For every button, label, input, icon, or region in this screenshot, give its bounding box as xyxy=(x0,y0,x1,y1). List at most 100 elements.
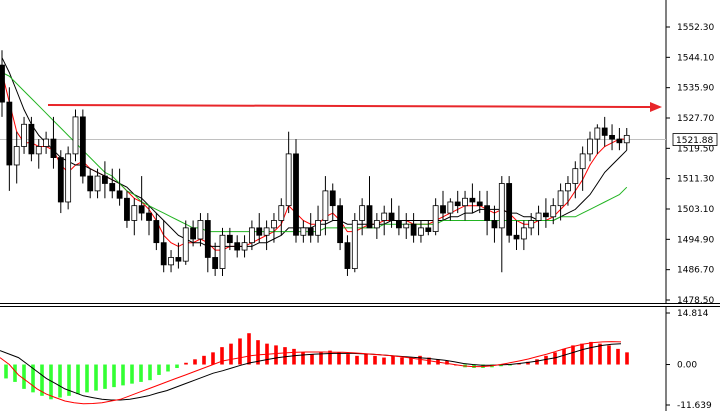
candle-body xyxy=(587,138,593,155)
candlesticks xyxy=(0,50,630,276)
histogram-bar xyxy=(67,364,71,396)
candle-body xyxy=(241,242,248,251)
candle xyxy=(175,242,182,269)
histogram-bar xyxy=(103,364,107,389)
histogram-bar xyxy=(76,364,80,395)
price-tick-label: 1552.30 xyxy=(677,23,714,33)
candle-body xyxy=(79,116,86,177)
candle-body xyxy=(454,201,461,207)
histogram-bar xyxy=(238,338,242,365)
histogram-bar xyxy=(301,352,305,365)
candle xyxy=(366,176,373,229)
candle-body xyxy=(366,205,373,229)
histogram-bar xyxy=(148,364,152,381)
indicator-axis-ticks: 14.814 0.00 -11.639 xyxy=(666,309,712,411)
candle xyxy=(168,250,174,273)
indicator-line-black xyxy=(0,343,622,401)
candle xyxy=(226,227,233,251)
price-tick-label: 1535.90 xyxy=(677,84,714,94)
price-tick-label: 1519.50 xyxy=(677,144,714,154)
candle xyxy=(293,139,299,243)
candle-body xyxy=(359,205,366,221)
histogram-bar xyxy=(22,364,26,389)
candle-body xyxy=(513,234,520,240)
histogram-bar xyxy=(130,364,134,384)
candle-body xyxy=(403,223,410,229)
candle xyxy=(543,198,549,228)
candle xyxy=(594,124,601,154)
candle xyxy=(146,205,152,236)
indicator-line-red xyxy=(0,341,622,405)
candle xyxy=(285,131,292,214)
candle-body xyxy=(528,220,535,229)
candle-body xyxy=(395,220,402,229)
histogram-bar xyxy=(310,354,314,365)
price-tick-label: 1494.90 xyxy=(677,235,714,245)
candle-body xyxy=(116,190,123,199)
candle xyxy=(535,205,542,236)
histogram-bar xyxy=(346,354,350,365)
histogram-bar xyxy=(121,364,125,386)
histogram-bar xyxy=(211,352,215,365)
candle-body xyxy=(285,153,292,207)
candle xyxy=(484,190,491,236)
candle-body xyxy=(212,257,219,269)
histogram-bar xyxy=(4,364,8,379)
candle xyxy=(219,227,226,276)
candle-body xyxy=(190,227,197,240)
candle-body xyxy=(616,138,623,144)
candle-body xyxy=(535,212,542,221)
candle-body xyxy=(153,220,160,244)
candle-body xyxy=(373,220,380,229)
current-price-value: 1521.88 xyxy=(676,136,713,146)
candle xyxy=(124,190,130,228)
histogram-bar xyxy=(202,355,206,365)
candle-body xyxy=(43,138,49,147)
candle xyxy=(212,242,219,276)
candle-body xyxy=(65,153,72,203)
candle xyxy=(0,50,5,117)
candle xyxy=(498,176,505,273)
candle-body xyxy=(543,212,549,218)
candle xyxy=(300,220,307,243)
candle-body xyxy=(469,197,476,203)
histogram-bar xyxy=(85,364,89,393)
candle-body xyxy=(204,220,211,258)
candle xyxy=(506,176,513,243)
histogram-bar xyxy=(166,364,170,372)
resistance-arrow[interactable] xyxy=(47,102,662,112)
candle-body xyxy=(623,134,630,144)
candle xyxy=(381,205,388,236)
price-tick-label: 1511.30 xyxy=(677,175,714,185)
candle-body xyxy=(6,101,13,166)
candle xyxy=(102,161,108,199)
candle xyxy=(190,220,197,247)
candle-body xyxy=(410,223,417,236)
candle-body xyxy=(57,157,64,203)
candle-body xyxy=(447,201,454,214)
histogram-bar xyxy=(184,362,188,365)
candle xyxy=(447,198,454,221)
histogram-bar xyxy=(364,354,368,365)
candle-body xyxy=(13,146,20,166)
candle-body xyxy=(418,227,424,236)
price-tick-label: 1544.10 xyxy=(677,53,714,63)
candle xyxy=(94,168,101,199)
candle-body xyxy=(388,212,395,221)
candle xyxy=(315,205,321,243)
price-panel[interactable]: 1552.30 1544.10 1535.90 1527.70 1519.50 1511.… xyxy=(0,0,718,306)
indicator-panel[interactable]: 14.814 0.00 -11.639 xyxy=(0,307,712,411)
candle xyxy=(520,220,527,251)
histogram-bar xyxy=(247,333,251,365)
candle-body xyxy=(351,220,358,269)
candle xyxy=(131,198,138,236)
candle xyxy=(609,124,615,151)
candle-body xyxy=(124,197,130,221)
candle-body xyxy=(484,205,491,221)
candle-body xyxy=(337,205,344,244)
candle xyxy=(351,213,358,273)
histogram-bar xyxy=(274,345,278,365)
candle xyxy=(72,109,79,162)
histogram-bar xyxy=(193,359,197,365)
